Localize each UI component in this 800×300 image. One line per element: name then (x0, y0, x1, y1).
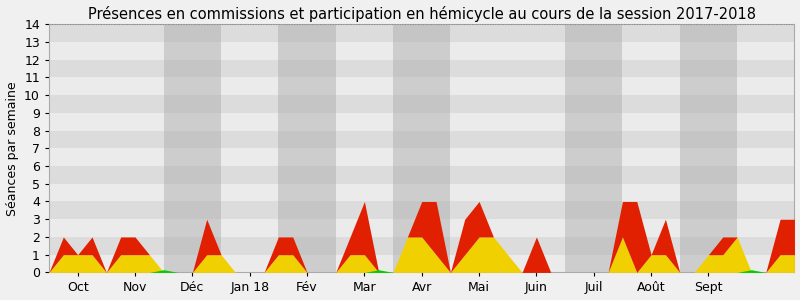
Bar (49, 219, 794, 237)
Y-axis label: Séances par semaine: Séances par semaine (6, 81, 18, 216)
Bar (49, 166, 794, 184)
Bar (565, 24, 622, 272)
Bar (49, 6, 794, 24)
Bar (49, 113, 794, 130)
Bar (278, 24, 336, 272)
Bar (49, 42, 794, 60)
Bar (49, 202, 794, 219)
Bar (680, 24, 737, 272)
Bar (49, 95, 794, 113)
Bar (49, 237, 794, 255)
Bar (164, 24, 221, 272)
Bar (49, 184, 794, 202)
Bar (393, 24, 450, 272)
Bar (49, 77, 794, 95)
Title: Présences en commissions et participation en hémicycle au cours de la session 20: Présences en commissions et participatio… (88, 6, 756, 22)
Bar (49, 255, 794, 272)
Bar (49, 148, 794, 166)
Bar (49, 130, 794, 148)
Bar (49, 60, 794, 77)
Bar (49, 24, 794, 42)
